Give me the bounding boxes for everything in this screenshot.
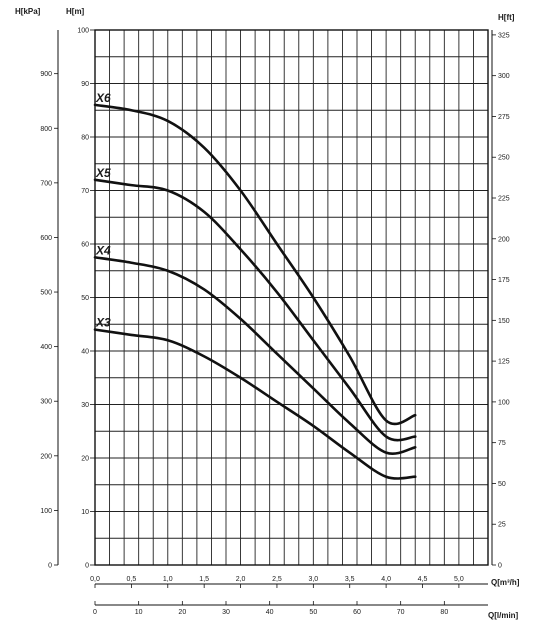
tick-label-m: 40 [81,349,89,356]
curve-x3 [93,328,417,480]
tick-label-lmin: 80 [440,609,448,616]
axis-label-h-ft: H[ft] [498,13,515,22]
grid-layer [94,29,489,566]
tick-label-lmin: 70 [397,609,405,616]
tick-label-kpa: 200 [40,453,52,460]
tick-label-m3h: 3,0 [308,576,318,583]
tick-label-m: 20 [81,456,89,463]
tick-label-ft: 225 [498,196,510,203]
ticks-layer: 0102030405060708090100010020030040050060… [40,28,509,617]
tick-label-ft: 200 [498,236,510,243]
curves-layer [93,103,417,480]
tick-label-m: 50 [81,295,89,302]
curve-x5 [93,178,417,442]
tick-label-ft: 25 [498,522,506,529]
tick-label-m3h: 4,5 [418,576,428,583]
tick-label-ft: 50 [498,481,506,488]
tick-label-ft: 100 [498,399,510,406]
tick-label-lmin: 30 [222,609,230,616]
labels-layer: H[m] H[kPa] H[ft] Q[m³/h] Q[l/min] X6 X5 X4 X3 [15,7,520,620]
tick-label-kpa: 300 [40,399,52,406]
tick-label-m: 30 [81,402,89,409]
tick-label-kpa: 800 [40,126,52,133]
tick-label-m3h: 5,0 [454,576,464,583]
tick-label-lmin: 0 [93,609,97,616]
curve-label-x6: X6 [95,91,111,105]
tick-label-lmin: 40 [266,609,274,616]
tick-label-m: 90 [81,81,89,88]
tick-label-ft: 250 [498,155,510,162]
axis-label-h-kpa: H[kPa] [15,7,41,16]
tick-label-m: 10 [81,509,89,516]
tick-label-m3h: 4,0 [381,576,391,583]
tick-label-lmin: 20 [178,609,186,616]
axis-label-h-m: H[m] [66,7,85,16]
tick-label-ft: 325 [498,32,510,39]
tick-label-ft: 275 [498,114,510,121]
tick-label-m: 100 [77,28,89,35]
tick-label-lmin: 60 [353,609,361,616]
curve-x6 [93,103,417,426]
curve-x4 [93,256,417,455]
tick-label-lmin: 50 [309,609,317,616]
tick-label-kpa: 500 [40,290,52,297]
tick-label-ft: 125 [498,359,510,366]
tick-label-m: 60 [81,242,89,249]
tick-label-m3h: 1,0 [163,576,173,583]
tick-label-ft: 300 [498,73,510,80]
tick-label-m3h: 0,0 [90,576,100,583]
tick-label-kpa: 900 [40,71,52,78]
tick-label-kpa: 700 [40,180,52,187]
curve-label-x3: X3 [95,316,111,330]
tick-label-m: 0 [85,563,89,570]
tick-label-kpa: 0 [48,563,52,570]
tick-label-m3h: 2,5 [272,576,282,583]
tick-label-m3h: 3,5 [345,576,355,583]
tick-label-ft: 150 [498,318,510,325]
tick-label-ft: 0 [498,563,502,570]
tick-label-m3h: 2,0 [236,576,246,583]
axis-label-q-m3h: Q[m³/h] [491,578,520,587]
tick-label-lmin: 10 [135,609,143,616]
tick-label-ft: 75 [498,440,506,447]
tick-label-m: 70 [81,188,89,195]
axis-label-q-lmin: Q[l/min] [488,611,519,620]
tick-label-m3h: 0,5 [127,576,137,583]
tick-label-kpa: 600 [40,235,52,242]
curve-label-x5: X5 [95,166,111,180]
tick-label-kpa: 400 [40,344,52,351]
curve-label-x4: X4 [95,243,111,257]
tick-label-m: 80 [81,135,89,142]
tick-label-kpa: 100 [40,508,52,515]
tick-label-m3h: 1,5 [199,576,209,583]
tick-label-ft: 175 [498,277,510,284]
